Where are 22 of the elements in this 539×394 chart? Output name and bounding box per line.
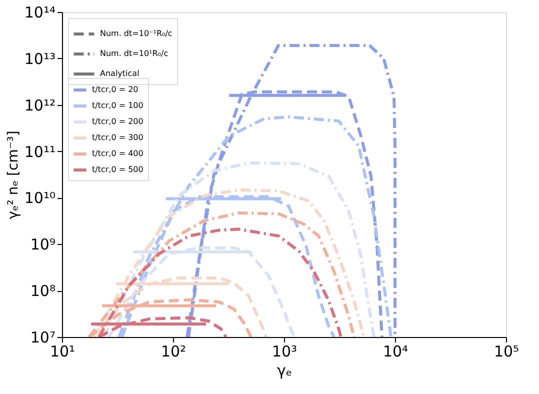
annotation: Num. dt=10⁻¹R₀/c	[100, 29, 172, 38]
legend-label: t/tcr,0 = 400	[92, 149, 144, 158]
x-tick-label: 10²	[160, 342, 186, 360]
legend-label: t/tcr,0 = 300	[92, 133, 144, 142]
y-tick-label: 10⁹	[30, 236, 56, 254]
y-tick-label: 10¹²	[24, 96, 56, 114]
x-axis-title: γₑ	[276, 362, 292, 380]
legend-label: t/tcr,0 = 20	[92, 85, 138, 94]
x-tick-label: 10³	[272, 342, 298, 360]
annotation: Analytical	[100, 69, 140, 78]
legend-label: t/tcr,0 = 100	[92, 101, 144, 110]
legend-label: t/tcr,0 = 200	[92, 117, 144, 126]
x-tick-label: 10⁵	[494, 342, 520, 360]
y-tick-label: 10¹⁴	[24, 4, 56, 22]
x-tick-label: 10⁴	[382, 342, 408, 360]
y-tick-label: 10⁸	[30, 282, 56, 300]
y-tick-label: 10¹⁰	[24, 189, 56, 208]
y-tick-label: 10¹³	[24, 50, 56, 68]
y-tick-label: 10¹¹	[24, 142, 56, 161]
annotation: Num. dt=10¹R₀/c	[100, 49, 168, 58]
legend-label: t/tcr,0 = 500	[92, 165, 144, 174]
y-axis-title: γₑ² nₑ [cm⁻³]	[5, 130, 22, 220]
